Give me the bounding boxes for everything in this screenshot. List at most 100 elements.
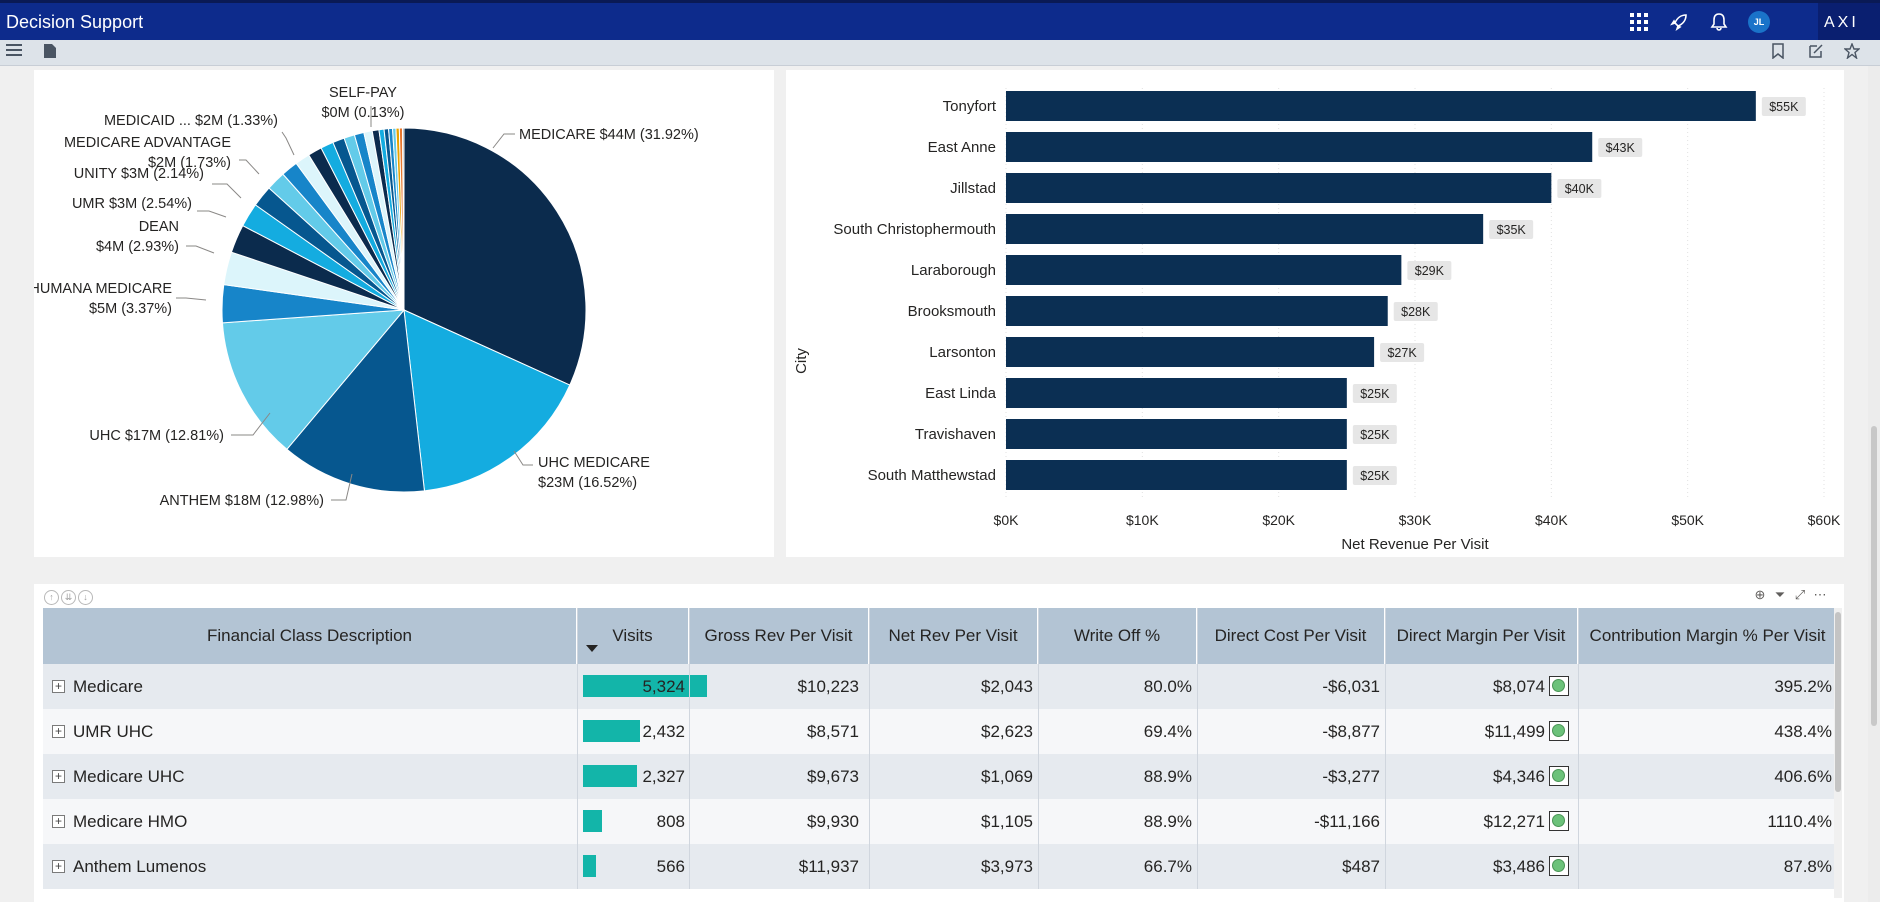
x-tick-label: $60K — [1808, 512, 1841, 528]
gross-value: $9,930 — [807, 812, 859, 831]
table-row[interactable]: + Medicare 5,324 $10,223 $2,043 80.0% -$6,031 3… — [43, 664, 1837, 709]
brand-logo: AXI — [1818, 3, 1880, 43]
bar[interactable] — [1006, 91, 1756, 121]
pie-slice[interactable] — [403, 127, 587, 386]
column-divider[interactable] — [1197, 608, 1198, 889]
bar[interactable] — [1006, 255, 1402, 285]
expand-row-icon[interactable]: + — [52, 770, 65, 783]
data-label-background — [1598, 138, 1643, 157]
table-row[interactable]: + UMR UHC 2,432 $8,571 $2,623 69.4% -$8,877 438… — [43, 709, 1837, 754]
financial-class-name: Medicare — [73, 677, 143, 696]
pie-slice[interactable] — [286, 308, 425, 493]
star-icon[interactable] — [1842, 42, 1862, 63]
table-row[interactable]: + Medicare UHC 2,327 $9,673 $1,069 88.9% -$3,2… — [43, 754, 1837, 799]
financial-class-name: Medicare UHC — [73, 767, 185, 786]
bar[interactable] — [1006, 173, 1552, 203]
pie-data-label: UHC $17M (12.81%) — [89, 428, 224, 444]
bar-chart-panel: Tonyfort East Anne Jillstad South Christoph… — [786, 70, 1844, 557]
cost-value: -$11,166 — [1314, 812, 1380, 831]
status-indicator-icon — [1549, 811, 1569, 831]
cost-value: $487 — [1342, 857, 1380, 876]
column-divider[interactable] — [869, 608, 870, 889]
category-label: Tonyfort — [943, 98, 997, 115]
column-divider[interactable] — [1038, 608, 1039, 889]
column-divider[interactable] — [689, 608, 690, 889]
data-label-background — [1557, 179, 1602, 198]
page-icon[interactable] — [40, 43, 60, 63]
col-header-direct-margin[interactable]: Direct Margin Per Visit — [1385, 608, 1578, 664]
category-label: South Christophermouth — [833, 221, 996, 238]
bar[interactable] — [1006, 132, 1593, 162]
expand-all-icon[interactable]: ⇊ — [61, 590, 76, 605]
expand-row-icon[interactable]: + — [52, 860, 65, 873]
col-header-visits[interactable]: Visits — [577, 608, 689, 664]
expand-row-icon[interactable]: + — [52, 725, 65, 738]
column-divider[interactable] — [1385, 608, 1386, 889]
focus-mode-icon[interactable]: ⤢ — [1794, 587, 1806, 602]
bar[interactable] — [1006, 337, 1375, 367]
user-avatar[interactable]: JL — [1748, 11, 1770, 33]
pie-slice[interactable] — [221, 309, 406, 451]
edit-icon[interactable] — [1806, 43, 1826, 63]
bar[interactable] — [1006, 214, 1484, 244]
direct-margin-value: $11,499 — [1484, 722, 1545, 741]
column-divider[interactable] — [1578, 608, 1579, 889]
financial-class-name: UMR UHC — [73, 722, 154, 741]
top-bar: Decision Support JL AXI — [0, 0, 1880, 43]
city-bar-chart[interactable]: Tonyfort East Anne Jillstad South Christoph… — [786, 70, 1844, 557]
table-row[interactable]: + Medicare HMO 808 $9,930 $1,105 88.9% -$11,16… — [43, 799, 1837, 844]
direct-margin-value: $12,271 — [1483, 812, 1545, 831]
cost-value: -$3,277 — [1322, 767, 1380, 786]
visits-data-bar — [583, 810, 602, 832]
visits-value: 2,327 — [642, 767, 685, 786]
bar[interactable] — [1006, 460, 1347, 490]
bar[interactable] — [1006, 419, 1347, 449]
col-header-net-rev[interactable]: Net Rev Per Visit — [869, 608, 1038, 664]
drill-down-icon[interactable]: ↓ — [78, 590, 93, 605]
col-header-direct-cost[interactable]: Direct Cost Per Visit — [1197, 608, 1385, 664]
bar[interactable] — [1006, 296, 1388, 326]
cost-value: -$6,031 — [1322, 677, 1380, 696]
pie-leader-line — [281, 131, 295, 156]
apps-grid-icon[interactable] — [1628, 12, 1650, 34]
payer-pie-chart[interactable]: MEDICARE $44M (31.92%) UHC MEDICARE $23M (… — [29, 70, 774, 557]
column-divider[interactable] — [577, 608, 578, 889]
table-row[interactable]: + Anthem Lumenos 566 $11,937 $3,973 66.7% $487… — [43, 844, 1837, 889]
direct-margin-value: $8,074 — [1493, 677, 1545, 696]
data-label-background — [1761, 97, 1806, 116]
toolbar — [0, 40, 1880, 66]
rocket-icon[interactable] — [1668, 12, 1690, 34]
data-label-background — [1380, 343, 1425, 362]
col-header-financial-class[interactable]: Financial Class Description — [43, 608, 577, 664]
hamburger-menu-icon[interactable] — [4, 43, 24, 63]
more-options-icon[interactable]: ⋯ — [1813, 587, 1827, 602]
category-label: South Matthewstad — [868, 467, 996, 484]
col-header-write-off[interactable]: Write Off % — [1038, 608, 1197, 664]
bar[interactable] — [1006, 378, 1347, 408]
expand-row-icon[interactable]: + — [52, 815, 65, 828]
x-tick-label: $10K — [1126, 512, 1159, 528]
pie-data-label: $23M (16.52%) — [538, 475, 637, 491]
gross-value: $9,673 — [807, 767, 859, 786]
x-tick-label: $40K — [1535, 512, 1568, 528]
table-vertical-scrollbar[interactable] — [1834, 608, 1842, 898]
data-label: $29K — [1415, 264, 1445, 278]
sort-descending-icon[interactable] — [586, 645, 598, 652]
drill-mode-icon[interactable]: ⊕ — [1754, 587, 1766, 602]
page-vertical-scrollbar[interactable] — [1868, 66, 1880, 902]
col-header-contribution-margin[interactable]: Contribution Margin % Per Visit — [1589, 626, 1826, 645]
category-label: Travishaven — [915, 426, 996, 443]
visits-data-bar — [583, 765, 638, 787]
x-tick-label: $0K — [994, 512, 1020, 528]
data-label: $40K — [1565, 182, 1595, 196]
bell-icon[interactable] — [1708, 12, 1730, 34]
col-header-gross-rev[interactable]: Gross Rev Per Visit — [689, 608, 869, 664]
net-value: $2,623 — [981, 722, 1033, 741]
pie-slice[interactable] — [403, 309, 571, 492]
drill-up-icon[interactable]: ↑ — [44, 590, 59, 605]
bookmark-icon[interactable] — [1768, 43, 1788, 63]
filter-icon[interactable]: ⏷ — [1774, 587, 1786, 602]
pie-data-label: $2M (1.73%) — [148, 155, 231, 171]
expand-row-icon[interactable]: + — [52, 680, 65, 693]
pie-slice[interactable] — [402, 127, 405, 311]
